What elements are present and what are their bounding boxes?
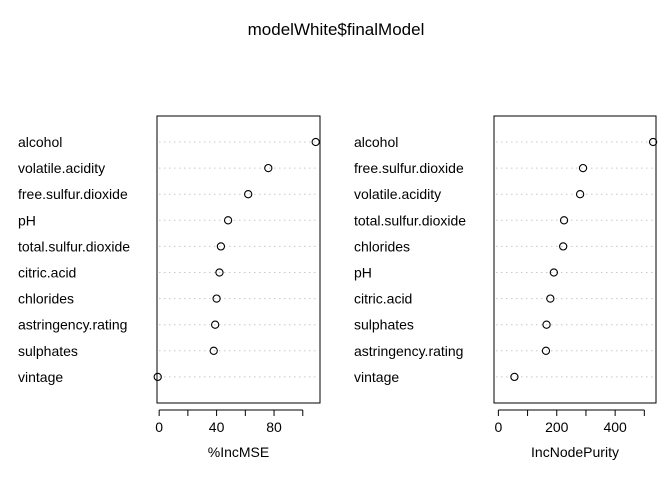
incnodepurity-point xyxy=(648,137,658,147)
incmse-tick-label: 80 xyxy=(266,419,282,435)
incnodepurity-category-label: vintage xyxy=(354,369,399,385)
incmse-category-label: free.sulfur.dioxide xyxy=(18,186,128,202)
incnodepurity-category-label: alcohol xyxy=(354,134,398,150)
chart-title: modelWhite$finalModel xyxy=(248,20,425,39)
incmse-category-label: alcohol xyxy=(18,134,62,150)
incnodepurity-point xyxy=(541,346,551,355)
incmse-category-label: vintage xyxy=(18,369,63,385)
incnodepurity-tick-label: 200 xyxy=(545,419,569,435)
incmse-point xyxy=(212,294,221,303)
incnodepurity-plot-frame xyxy=(493,115,657,404)
incmse-point xyxy=(215,268,224,277)
incnodepurity-category-label: chlorides xyxy=(354,238,410,254)
incmse-point xyxy=(216,242,226,251)
incmse-point xyxy=(264,163,273,173)
incnodepurity-point xyxy=(559,216,569,225)
incnodepurity-point xyxy=(549,268,558,277)
incmse-point xyxy=(209,346,218,355)
panel-incnodepurity: alcohol free.sulfur.dioxide volatile.acidi… xyxy=(354,115,658,460)
incmse-category-label: total.sulfur.dioxide xyxy=(18,238,130,254)
incmse-category-label: pH xyxy=(18,212,36,228)
incmse-axis-title: %IncMSE xyxy=(208,444,269,460)
incnodepurity-point xyxy=(510,372,519,382)
incmse-point xyxy=(223,216,233,225)
incnodepurity-axis-title: IncNodePurity xyxy=(531,444,619,460)
incnodepurity-category-label: sulphates xyxy=(354,317,414,333)
incmse-category-label: sulphates xyxy=(18,343,78,359)
incmse-tick-label: 0 xyxy=(155,419,163,435)
incnodepurity-point xyxy=(578,163,588,173)
incmse-category-label: citric.acid xyxy=(18,265,76,281)
incmse-point xyxy=(211,320,220,329)
incmse-point xyxy=(311,137,320,147)
incnodepurity-tick-label: 0 xyxy=(494,419,502,435)
incmse-point xyxy=(153,372,162,382)
incnodepurity-point xyxy=(542,320,551,329)
incnodepurity-category-label: free.sulfur.dioxide xyxy=(354,160,464,176)
incnodepurity-point xyxy=(546,294,555,303)
incnodepurity-point xyxy=(559,242,568,251)
incmse-category-label: chlorides xyxy=(18,291,74,307)
incnodepurity-category-label: volatile.acidity xyxy=(354,186,441,202)
incmse-plot-frame xyxy=(156,115,321,404)
incnodepurity-category-label: citric.acid xyxy=(354,291,412,307)
incnodepurity-tick-label: 400 xyxy=(603,419,627,435)
panel-incmse: alcohol volatile.acidity free.sulfur.dioxi… xyxy=(18,115,321,460)
incnodepurity-point xyxy=(575,190,585,199)
incmse-tick-label: 40 xyxy=(209,419,225,435)
incnodepurity-category-label: astringency.rating xyxy=(354,343,463,359)
incmse-category-label: astringency.rating xyxy=(18,317,127,333)
incnodepurity-category-label: pH xyxy=(354,265,372,281)
incmse-point xyxy=(244,190,253,199)
incnodepurity-category-label: total.sulfur.dioxide xyxy=(354,212,466,228)
incmse-category-label: volatile.acidity xyxy=(18,160,105,176)
